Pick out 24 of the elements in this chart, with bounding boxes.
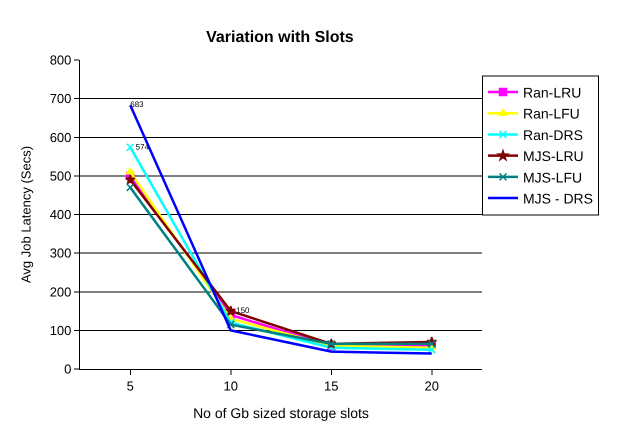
- y-tick-label: 300: [50, 246, 72, 261]
- x-axis-title: No of Gb sized storage slots: [193, 404, 369, 421]
- y-tick-label: 600: [50, 130, 72, 145]
- data-label: 683: [130, 100, 144, 110]
- y-tick-label: 200: [50, 284, 72, 300]
- legend-label: MJS-LFU: [523, 169, 582, 186]
- legend-label: Ran-LRU: [523, 84, 582, 101]
- chart-title: Variation with Slots: [206, 28, 354, 46]
- x-tick-label: 10: [224, 378, 238, 394]
- y-tick-label: 700: [50, 91, 72, 106]
- data-label: 150: [236, 306, 250, 316]
- y-tick-label: 800: [50, 52, 72, 68]
- legend-label: Ran-LFU: [523, 106, 580, 122]
- y-axis-title: Avg Job Latency (Secs): [18, 146, 34, 284]
- x-tick-label: 5: [126, 378, 134, 394]
- x-tick-label: 20: [424, 378, 439, 394]
- y-tick-label: 0: [64, 362, 72, 377]
- y-tick-label: 400: [50, 207, 72, 222]
- legend-label: Ran-DRS: [523, 126, 583, 143]
- x-tick-label: 15: [324, 378, 338, 394]
- legend-label: MJS - DRS: [523, 190, 593, 207]
- legend-label: MJS-LRU: [523, 148, 584, 164]
- y-tick-label: 100: [50, 322, 72, 338]
- y-tick-label: 500: [50, 168, 72, 184]
